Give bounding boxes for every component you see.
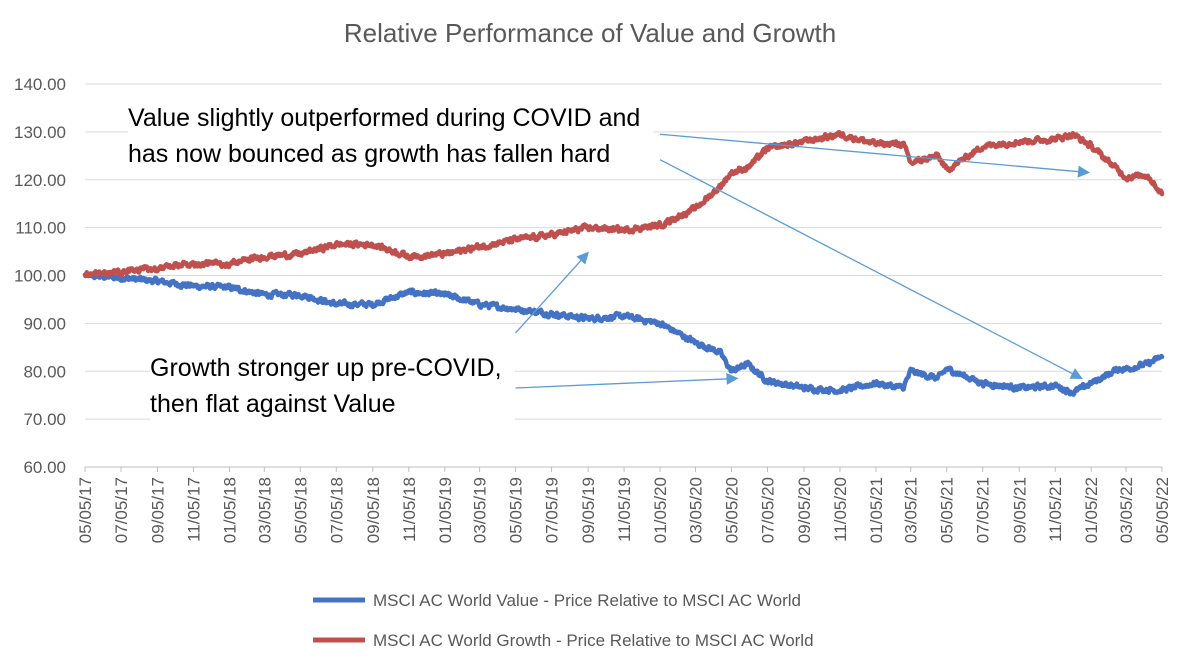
x-tick-label: 01/05/18: [221, 477, 240, 543]
x-tick-label: 05/05/18: [291, 477, 310, 543]
legend: MSCI AC World Value - Price Relative to …: [313, 591, 814, 650]
x-tick-label: 11/05/21: [1046, 477, 1065, 542]
x-tick-label: 01/05/21: [867, 477, 886, 543]
x-tick-label: 09/05/18: [364, 477, 383, 543]
y-tick-label: 60.00: [23, 458, 66, 477]
x-tick-label: 03/05/20: [686, 477, 705, 543]
x-tick-label: 07/05/17: [112, 477, 131, 543]
x-tick-label: 05/05/21: [938, 477, 957, 543]
x-tick-label: 05/05/19: [507, 477, 526, 543]
annotation-arrow: [515, 251, 589, 334]
annotation-growth-text: Growth stronger up pre-COVID, then flat …: [150, 350, 515, 422]
legend-label: MSCI AC World Growth - Price Relative to…: [373, 631, 814, 650]
x-tick-label: 07/05/21: [974, 477, 993, 543]
x-tick-label: 07/05/18: [327, 477, 346, 543]
x-tick-label: 11/05/19: [615, 477, 634, 542]
x-axis: 05/05/17 07/05/17 09/05/17 11/05/17 01/05/18…: [76, 466, 1172, 543]
annotation-arrow: [660, 133, 1091, 178]
y-tick-label: 80.00: [23, 362, 66, 381]
x-tick-label: 03/05/21: [902, 477, 921, 543]
y-tick-label: 100.00: [14, 267, 66, 286]
x-tick-label: 09/05/17: [149, 477, 168, 543]
legend-label: MSCI AC World Value - Price Relative to …: [373, 591, 801, 610]
y-tick-label: 140.00: [14, 75, 66, 94]
x-tick-label: 05/05/22: [1153, 477, 1172, 543]
y-tick-label: 110.00: [15, 219, 66, 238]
annotation-arrow: [515, 372, 739, 389]
x-tick-label: 05/05/17: [76, 477, 95, 543]
x-tick-label: 03/05/19: [471, 477, 490, 543]
x-tick-label: 07/05/19: [543, 477, 562, 543]
x-tick-label: 03/05/18: [255, 477, 274, 543]
x-tick-label: 09/05/20: [795, 477, 814, 543]
annotation-arrow: [659, 159, 1083, 380]
series-line-growth: [82, 129, 1165, 279]
x-tick-label: 11/05/18: [400, 477, 419, 542]
x-tick-label: 01/05/20: [651, 477, 670, 543]
annotation-arrows: [515, 133, 1091, 389]
y-axis: 60.00 70.00 80.00 90.00 100.00 110.00 120.00 13…: [14, 75, 66, 477]
y-tick-label: 130.00: [14, 123, 66, 142]
x-tick-label: 03/05/22: [1117, 477, 1136, 543]
x-tick-label: 01/05/19: [436, 477, 455, 543]
chart-title: Relative Performance of Value and Growth: [344, 18, 836, 48]
y-tick-label: 120.00: [14, 171, 66, 190]
x-tick-label: 05/05/20: [722, 477, 741, 543]
x-tick-label: 09/05/19: [579, 477, 598, 543]
y-tick-label: 70.00: [23, 410, 66, 429]
x-tick-label: 11/05/20: [831, 477, 850, 542]
x-tick-label: 11/05/17: [185, 477, 204, 542]
series-line-value: [82, 271, 1165, 397]
series-lines: [82, 129, 1165, 397]
annotation-value-text: Value slightly outperformed during COVID…: [128, 100, 653, 172]
x-tick-label: 01/05/22: [1082, 477, 1101, 543]
x-tick-label: 09/05/21: [1010, 477, 1029, 543]
x-tick-label: 07/05/20: [758, 477, 777, 543]
y-tick-label: 90.00: [23, 314, 66, 333]
